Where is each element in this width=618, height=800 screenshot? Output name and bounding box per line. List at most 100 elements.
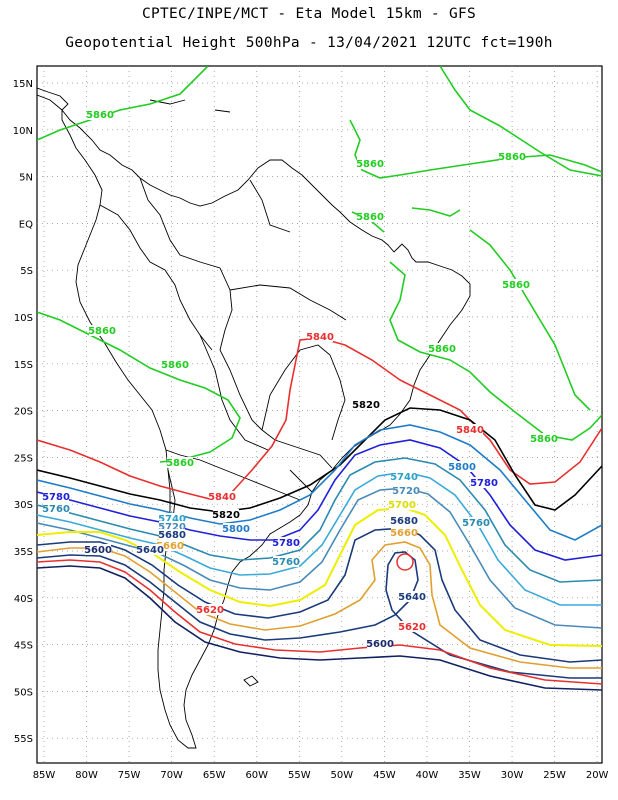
graticule — [37, 66, 602, 763]
contour-label: 5800 — [448, 462, 476, 473]
contour-label-bg — [159, 529, 185, 540]
contour-label: 5780 — [272, 538, 300, 549]
contour-label-bg — [391, 527, 417, 538]
map-frame — [36, 65, 603, 764]
contour-label: 5760 — [42, 504, 70, 515]
longitude-labels: 85W 80W 75W 70W 65W 60W 55W 50W 45W 40W 35W 30W 25W 2… — [33, 770, 609, 781]
contour-label-bg — [503, 279, 529, 290]
contour-label: 5600 — [366, 639, 394, 650]
latitude-label: 15N — [13, 79, 33, 90]
contour-label-bg — [457, 424, 483, 435]
latitude-label: EQ — [19, 219, 33, 230]
contour-label-bg — [399, 621, 425, 632]
latitude-label: 30S — [14, 500, 33, 511]
longitude-label: 85W — [33, 770, 56, 781]
contour-label-bg — [393, 485, 419, 496]
latitude-labels: 15N 10N 5N EQ 5S 10S 15S 20S 25S 30S 35S 40S 45S 50S 5… — [13, 79, 33, 745]
contour-label: 5660 — [390, 528, 418, 539]
longitude-label: 30W — [501, 770, 524, 781]
contour-label-bg — [159, 513, 185, 524]
contour-label: 5760 — [462, 518, 490, 529]
contour-label: 5740 — [390, 472, 418, 483]
contour-label: 5860 — [502, 280, 530, 291]
contour-label-bg — [389, 499, 415, 510]
contour-label: 5840 — [208, 492, 236, 503]
contour-label-bg — [43, 503, 69, 514]
contour-label-bg — [43, 491, 69, 502]
contour-label: 5740 — [158, 514, 186, 525]
contour-label-bg — [531, 433, 557, 444]
contour-label: 5860 — [161, 360, 189, 371]
contour-label: 5700 — [388, 500, 416, 511]
contour-label-bg — [209, 491, 235, 502]
longitude-label: 25W — [543, 770, 566, 781]
contour-label-bg — [137, 544, 163, 555]
contour-label-bg — [223, 523, 249, 534]
contour-label-bg — [353, 399, 379, 410]
longitude-label: 20W — [586, 770, 609, 781]
longitude-label: 45W — [373, 770, 396, 781]
latitude-label: 5S — [20, 266, 33, 277]
map-title-line2: Geopotential Height 500hPa - 13/04/2021 … — [65, 35, 553, 51]
contour-label-bg — [391, 515, 417, 526]
contour-label-bg — [357, 158, 383, 169]
contour-label: 5660 — [156, 541, 184, 552]
longitude-label: 80W — [75, 770, 98, 781]
contour-label-bg — [471, 477, 497, 488]
contour-label-bg — [357, 211, 383, 222]
contour-label-bg — [159, 521, 185, 532]
contour-label-bg — [273, 556, 299, 567]
contour-label-bg — [85, 544, 111, 555]
latitude-label: 10S — [14, 313, 33, 324]
contour-label-bg — [273, 537, 299, 548]
contour-label-bg — [197, 604, 223, 615]
contour-label: 5860 — [88, 326, 116, 337]
latitude-label: 55S — [14, 734, 33, 745]
contour-label-bg — [399, 591, 425, 602]
contour-label: 5860 — [86, 110, 114, 121]
contour-label-bg — [449, 461, 475, 472]
contour-label-bg — [213, 509, 239, 520]
longitude-label: 50W — [331, 770, 354, 781]
contour-label-bg — [499, 151, 525, 162]
contour-label-bg — [89, 325, 115, 336]
contour-label: 5860 — [530, 434, 558, 445]
contour-label: 5860 — [356, 159, 384, 170]
contour-label: 5860 — [356, 212, 384, 223]
contour-label-bg — [367, 638, 393, 649]
contour-label: 5760 — [272, 557, 300, 568]
contour-label-bg — [167, 457, 193, 468]
low-pressure-center — [396, 553, 414, 571]
latitude-label: 10N — [13, 126, 33, 137]
contour-label: 5640 — [136, 545, 164, 556]
longitude-label: 65W — [203, 770, 226, 781]
contour-label: 5840 — [306, 332, 334, 343]
longitude-label: 70W — [160, 770, 183, 781]
contour-label-bg — [307, 331, 333, 342]
latitude-label: 50S — [14, 687, 33, 698]
latitude-label: 40S — [14, 594, 33, 605]
latitude-label: 45S — [14, 641, 33, 652]
latitude-label: 5N — [19, 173, 33, 184]
latitude-label: 35S — [14, 547, 33, 558]
contour-label: 5820 — [212, 510, 240, 521]
contour-label-bg — [162, 359, 188, 370]
contour-label: 5860 — [428, 344, 456, 355]
longitude-label: 75W — [118, 770, 141, 781]
contour-label: 5600 — [84, 545, 112, 556]
map-title-line1: CPTEC/INPE/MCT - Eta Model 15km - GFS — [141, 6, 477, 22]
contour-label: 5840 — [456, 425, 484, 436]
contour-label: 5860 — [498, 152, 526, 163]
contour-label: 5860 — [166, 458, 194, 469]
contour-label: 5780 — [42, 492, 70, 503]
latitude-label: 25S — [14, 453, 33, 464]
contour-label: 5720 — [392, 486, 420, 497]
contour-label-bg — [429, 343, 455, 354]
contour-label: 5780 — [470, 478, 498, 489]
contour-label: 5640 — [398, 592, 426, 603]
latitude-label: 15S — [14, 360, 33, 371]
longitude-label: 35W — [458, 770, 481, 781]
contour-label: 5620 — [196, 605, 224, 616]
contour-label-bg — [87, 109, 113, 120]
